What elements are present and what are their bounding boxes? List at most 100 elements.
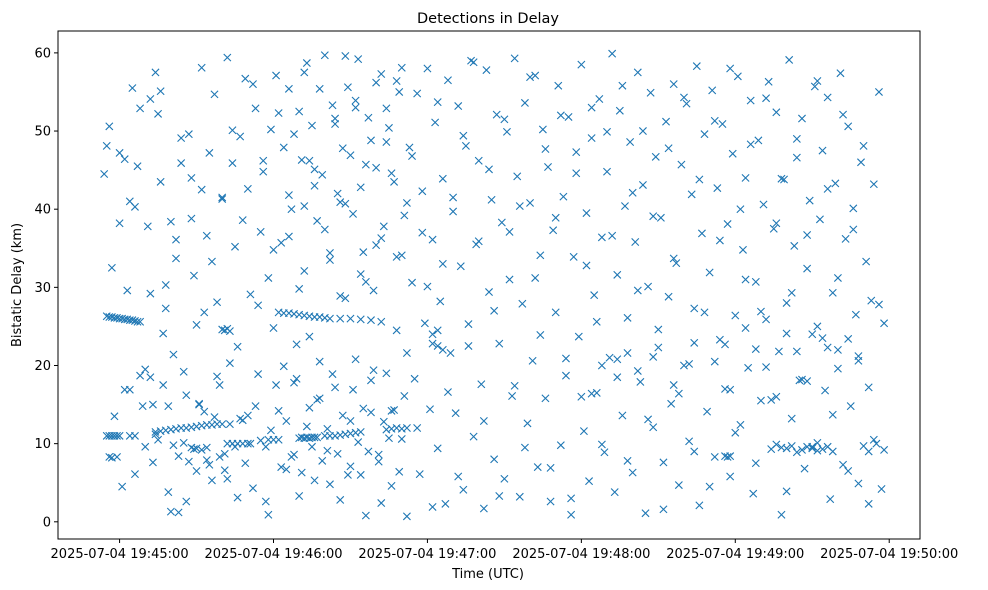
data-point [618,411,627,420]
data-point [256,436,265,445]
x-axis-label: Time (UTC) [451,567,524,582]
data-point [228,126,237,135]
data-point [148,400,157,409]
data-point [284,232,293,241]
data-point [261,442,270,451]
data-point [872,439,881,448]
data-point [346,462,355,471]
data-point [318,456,327,465]
data-point [310,476,319,485]
data-point [690,338,699,347]
data-point [292,340,301,349]
data-point [603,167,612,176]
data-point [818,334,827,343]
data-point [554,81,563,90]
data-point [751,459,760,468]
data-point [277,463,286,472]
data-point [733,72,742,81]
data-point [828,288,837,297]
data-point [341,52,350,60]
data-point [649,423,658,432]
data-point [284,191,293,200]
data-point [369,366,378,375]
data-point [464,320,473,329]
data-point [633,68,642,77]
data-point [587,134,596,143]
data-point [467,56,476,65]
data-point [205,460,214,469]
data-point [218,195,227,204]
data-point [541,394,550,403]
data-point [295,284,304,293]
data-point [772,440,781,449]
data-point [705,482,714,491]
y-tick-label: 20 [34,359,51,374]
data-point [823,184,832,193]
x-tick-label: 2025-07-04 19:47:00 [358,547,496,562]
data-point [464,341,473,350]
data-point [438,174,447,183]
data-point [608,49,617,58]
data-point [531,273,540,282]
data-point [320,225,329,234]
data-point [405,143,414,152]
data-point [531,71,540,80]
data-point [572,169,581,178]
data-point [428,502,437,511]
data-point [756,396,765,405]
data-point [366,376,375,385]
data-point [251,402,260,411]
data-point [310,433,319,442]
data-points [100,49,889,521]
data-point [156,177,165,186]
data-point [179,438,188,447]
data-point [567,494,576,503]
data-point [387,406,396,415]
data-point [651,152,660,161]
data-point [361,160,370,169]
data-point [818,146,827,155]
data-point [556,111,565,120]
data-point [546,497,555,506]
y-tick-label: 0 [43,515,51,530]
data-point [769,224,778,233]
data-point [408,152,417,161]
data-point [313,433,322,442]
data-point [351,103,360,112]
data-point [569,252,578,261]
data-point [831,179,840,188]
data-point [638,127,647,136]
data-point [792,134,801,143]
data-point [526,198,535,207]
data-point [325,480,334,489]
data-point [877,484,886,493]
data-point [166,507,175,516]
data-point [443,388,452,397]
data-point [146,373,155,382]
data-point [395,87,404,96]
data-point [402,349,411,357]
data-point [610,488,619,497]
data-point [313,216,322,225]
data-point [374,457,383,466]
data-point [136,104,145,113]
data-point [310,165,319,174]
data-point [451,409,460,418]
data-point [325,314,334,323]
data-point [736,205,745,214]
data-point [220,449,229,458]
data-point [854,352,863,361]
data-point [420,319,429,328]
data-point [836,69,845,78]
data-point [233,342,242,351]
data-point [495,492,504,501]
data-point [687,190,696,199]
data-point [223,474,232,483]
data-point [120,385,129,394]
data-point [331,114,340,123]
data-point [826,495,835,504]
x-tick-label: 2025-07-04 19:50:00 [820,547,958,562]
data-point [115,431,124,440]
data-point [433,341,442,350]
data-point [726,64,735,73]
